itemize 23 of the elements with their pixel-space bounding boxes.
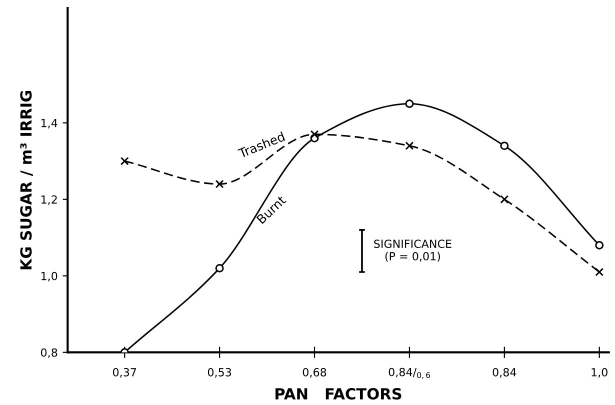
point <box>595 241 604 250</box>
point <box>595 268 604 276</box>
y-tick-label: 1,4 <box>41 118 58 128</box>
x-tick-label: 0,84/$_{0,6}$ <box>388 368 430 379</box>
x-axis-title: PAN FACTORS <box>276 388 402 400</box>
y-axis-title: KG SUGAR / m³ IRRIG <box>20 90 33 270</box>
x-tick-label: 0,68 <box>302 368 326 378</box>
x-tick-label: 0,53 <box>208 368 232 378</box>
point <box>405 142 414 150</box>
x-tick-label: 0,84 <box>492 368 516 378</box>
x-tick-label: 1,0 <box>592 368 608 378</box>
annotation: SIGNIFICANCE (P = 0,01) <box>374 240 452 262</box>
y-tick-label: 0,8 <box>40 348 58 358</box>
point <box>310 130 319 139</box>
y-tick-label: 1,0 <box>41 272 58 282</box>
x-tick-label: 0,37 <box>112 368 136 378</box>
point <box>215 180 224 188</box>
point <box>500 195 509 204</box>
y-tick-label: 1,2 <box>41 195 57 205</box>
point <box>120 156 129 166</box>
point <box>405 99 414 108</box>
point <box>500 142 509 150</box>
point <box>215 264 224 272</box>
